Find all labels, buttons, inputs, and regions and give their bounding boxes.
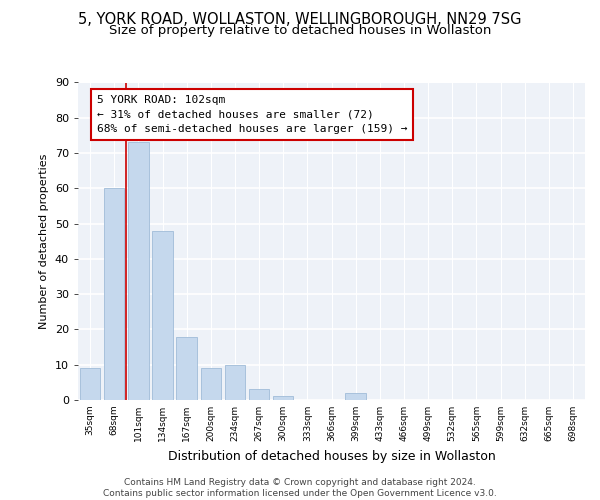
- Bar: [176, 336, 197, 400]
- Y-axis label: Number of detached properties: Number of detached properties: [39, 154, 49, 329]
- Text: Size of property relative to detached houses in Wollaston: Size of property relative to detached ho…: [109, 24, 491, 37]
- X-axis label: Distribution of detached houses by size in Wollaston: Distribution of detached houses by size …: [167, 450, 496, 462]
- Bar: [224, 364, 245, 400]
- Bar: [152, 230, 173, 400]
- Text: 5 YORK ROAD: 102sqm
← 31% of detached houses are smaller (72)
68% of semi-detach: 5 YORK ROAD: 102sqm ← 31% of detached ho…: [97, 95, 407, 134]
- Text: 5, YORK ROAD, WOLLASTON, WELLINGBOROUGH, NN29 7SG: 5, YORK ROAD, WOLLASTON, WELLINGBOROUGH,…: [78, 12, 522, 28]
- Bar: [128, 142, 149, 400]
- Bar: [249, 390, 269, 400]
- Bar: [346, 393, 366, 400]
- Bar: [104, 188, 124, 400]
- Bar: [273, 396, 293, 400]
- Bar: [80, 368, 100, 400]
- Bar: [200, 368, 221, 400]
- Text: Contains HM Land Registry data © Crown copyright and database right 2024.
Contai: Contains HM Land Registry data © Crown c…: [103, 478, 497, 498]
